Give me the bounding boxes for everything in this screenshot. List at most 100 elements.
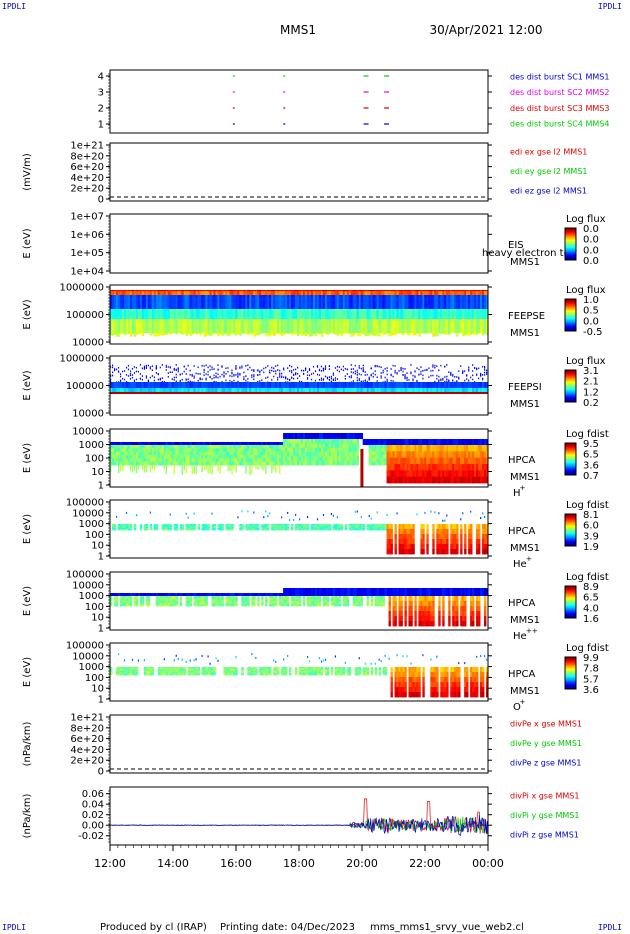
spectrogram-cell bbox=[452, 539, 455, 545]
spectrogram-cell bbox=[211, 528, 214, 530]
spectrogram-cell bbox=[137, 445, 141, 449]
spectrogram-cell bbox=[187, 333, 190, 335]
spectrogram-cell bbox=[281, 375, 283, 378]
spectrogram-cell bbox=[273, 382, 276, 388]
spectrogram-cell bbox=[430, 388, 433, 392]
spectrogram-cell bbox=[310, 378, 313, 381]
spectrogram-cell bbox=[197, 461, 200, 466]
spectrogram-cell bbox=[121, 377, 124, 380]
spectrogram-cell bbox=[462, 464, 465, 471]
spectrogram-cell bbox=[344, 367, 346, 370]
spectrogram-cell bbox=[416, 476, 419, 484]
spectrogram-cell bbox=[338, 433, 342, 439]
spectrogram-cell bbox=[199, 445, 202, 449]
spectrogram-cell bbox=[121, 461, 125, 466]
spectrogram-cell bbox=[269, 388, 272, 392]
spectrogram-cell bbox=[320, 379, 323, 381]
spectrogram-cell bbox=[267, 295, 270, 309]
spectrogram-cell bbox=[326, 528, 330, 530]
spectrogram-cell bbox=[205, 524, 208, 526]
spectrogram-cell bbox=[171, 295, 175, 309]
spectrogram-cell bbox=[285, 295, 288, 309]
spectrogram-cell bbox=[279, 465, 281, 474]
spectrogram-cell bbox=[159, 455, 163, 459]
spectrogram-cell bbox=[400, 291, 403, 295]
spectrogram-cell bbox=[127, 445, 131, 449]
panel-frame bbox=[109, 213, 489, 274]
spectrogram-cell bbox=[356, 527, 360, 529]
spectrogram-cell bbox=[460, 539, 463, 545]
spectrogram-cell bbox=[372, 525, 375, 527]
spectrogram-cell bbox=[173, 379, 175, 381]
spectrogram-cell bbox=[133, 381, 136, 383]
spectrogram-cell bbox=[358, 291, 362, 295]
spectrogram-cell bbox=[255, 527, 258, 529]
spectrogram-cell bbox=[426, 382, 429, 388]
spectrogram-cell bbox=[169, 388, 173, 392]
spectrogram-cell bbox=[287, 526, 290, 528]
spectrogram-cell bbox=[334, 433, 338, 439]
spectrogram-cell bbox=[239, 525, 242, 527]
spectrogram-cell bbox=[478, 295, 481, 309]
spectrogram-cell bbox=[239, 455, 242, 459]
spectrogram-cell bbox=[324, 460, 328, 466]
spectrogram-cell bbox=[306, 456, 310, 462]
spectrogram-cell bbox=[271, 445, 274, 449]
colorbar-segment bbox=[565, 241, 576, 244]
spectrogram-cell bbox=[115, 295, 119, 309]
spectrogram-cell bbox=[366, 528, 370, 530]
spectrogram-cell bbox=[293, 369, 295, 371]
spectrogram-cell bbox=[400, 544, 403, 550]
spectrogram-cell bbox=[129, 455, 133, 459]
spectrogram-cell bbox=[231, 319, 234, 333]
spectrogram-cell bbox=[456, 380, 458, 383]
spectrogram-cell bbox=[366, 527, 370, 529]
spectrogram-cell bbox=[340, 525, 344, 527]
spectrogram-cell bbox=[476, 382, 479, 388]
spectrogram-cell bbox=[173, 461, 177, 466]
spectrogram-cell bbox=[203, 392, 206, 394]
spectrogram-cell bbox=[175, 442, 179, 445]
spectrogram-cell bbox=[480, 470, 483, 478]
spectrogram-cell bbox=[161, 451, 165, 456]
spectrogram-cell bbox=[111, 458, 115, 463]
spectrogram-cell bbox=[372, 309, 375, 319]
spectrogram-cell bbox=[306, 319, 310, 333]
spectrogram-cell bbox=[478, 333, 481, 334]
spectrogram-cell bbox=[368, 319, 372, 333]
spectrogram-cell bbox=[281, 291, 284, 295]
colorbar-label: -0.5 bbox=[583, 327, 603, 338]
spectrogram-cell bbox=[326, 460, 330, 466]
spectrogram-cell bbox=[412, 524, 415, 530]
spectrogram-cell bbox=[352, 525, 356, 527]
spectrogram-cell bbox=[237, 448, 240, 453]
colorbar-segment bbox=[565, 319, 576, 321]
spectrogram-cell bbox=[450, 539, 453, 545]
spectrogram-cell bbox=[414, 376, 416, 378]
spectrogram-cell bbox=[382, 529, 385, 531]
spectrogram-cell bbox=[438, 534, 441, 540]
spectrogram-cell bbox=[259, 295, 262, 309]
spectrogram-cell bbox=[356, 369, 358, 372]
spectrogram-cell bbox=[207, 527, 210, 529]
colorbar-segment bbox=[565, 375, 576, 378]
spectrogram-cell bbox=[277, 376, 279, 379]
spectrogram-cell bbox=[235, 309, 238, 319]
spectrogram-cell bbox=[267, 333, 270, 337]
spectrogram-cell bbox=[277, 319, 280, 333]
spectrogram-cell bbox=[382, 461, 385, 466]
spectrogram-cell bbox=[392, 439, 395, 445]
spectrogram-cell bbox=[279, 455, 282, 459]
colorbar-segment bbox=[565, 449, 576, 452]
spectrogram-cell bbox=[145, 455, 149, 459]
spectrogram-cell bbox=[203, 374, 205, 377]
spectrogram-cell bbox=[410, 457, 413, 465]
spectrogram-cell bbox=[263, 382, 266, 388]
spectrogram-cell bbox=[229, 455, 232, 459]
spectrogram-cell bbox=[480, 295, 483, 309]
spectrogram-cell bbox=[474, 291, 477, 295]
spectrogram-cell bbox=[348, 447, 352, 453]
spectrogram-cell bbox=[183, 309, 186, 319]
spectrogram-cell bbox=[149, 445, 153, 449]
spectrogram-cell bbox=[434, 392, 437, 394]
